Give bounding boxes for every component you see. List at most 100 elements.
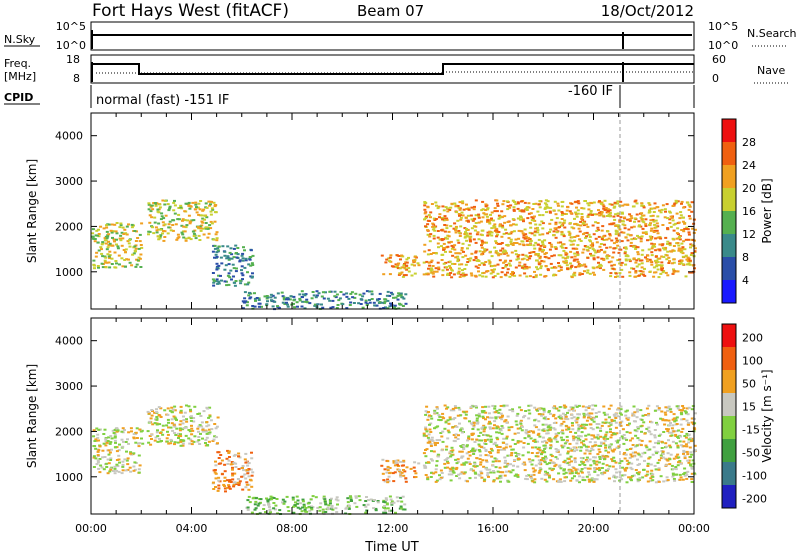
heatmap-cell [148, 214, 152, 217]
heatmap-cell [181, 442, 185, 445]
heatmap-cell [182, 415, 185, 418]
heatmap-cell [452, 434, 456, 436]
heatmap-cell [597, 209, 600, 212]
heatmap-cell [672, 467, 675, 470]
heatmap-cell [656, 232, 660, 235]
heatmap-cell [527, 435, 531, 438]
heatmap-cell [454, 458, 458, 461]
heatmap-cell [489, 438, 493, 441]
heatmap-cell [642, 206, 646, 209]
heatmap-cell [648, 238, 652, 241]
heatmap-cell [441, 216, 445, 219]
heatmap-cell [602, 205, 606, 208]
heatmap-cell [107, 436, 111, 439]
heatmap-cell [593, 273, 596, 276]
heatmap-cell [177, 218, 181, 221]
heatmap-cell [412, 466, 416, 469]
heatmap-cell [465, 232, 469, 235]
heatmap-cell [204, 430, 208, 433]
heatmap-cell [691, 239, 695, 241]
heatmap-cell [574, 419, 578, 422]
heatmap-cell [474, 225, 478, 228]
heatmap-cell [542, 407, 546, 410]
heatmap-cell [672, 269, 676, 272]
heatmap-cell [220, 459, 224, 462]
heatmap-cell [385, 471, 389, 474]
heatmap-cell [182, 419, 186, 422]
heatmap-cell [482, 424, 486, 427]
heatmap-cell [234, 280, 238, 282]
heatmap-cell [322, 511, 326, 514]
heatmap-cell [177, 236, 181, 239]
heatmap-cell [217, 476, 221, 479]
heatmap-cell [671, 249, 675, 252]
heatmap-cell [205, 216, 209, 219]
heatmap-cell [679, 423, 683, 426]
nave-trace [96, 71, 694, 74]
heatmap-cell [334, 498, 338, 501]
heatmap-cell [100, 243, 104, 246]
heatmap-cell [510, 230, 514, 233]
heatmap-cell [429, 269, 433, 272]
heatmap-cell [602, 268, 606, 271]
heatmap-cell [575, 215, 579, 218]
heatmap-cell [573, 475, 576, 478]
heatmap-cell [187, 236, 191, 239]
heatmap-cell [265, 303, 269, 306]
heatmap-cell [634, 270, 638, 273]
heatmap-cell [693, 247, 697, 250]
heatmap-cell [664, 406, 668, 409]
heatmap-cell [650, 251, 654, 254]
heatmap-cell [580, 468, 584, 470]
colorbar-segment [722, 485, 736, 509]
heatmap-cell [532, 203, 536, 205]
heatmap-cell [633, 445, 637, 448]
heatmap-cell [112, 238, 116, 241]
heatmap-cell [553, 405, 557, 408]
colorbar-segment [722, 393, 736, 417]
heatmap-cell [112, 470, 115, 472]
heatmap-cell [231, 474, 235, 477]
heatmap-cell [448, 209, 452, 211]
heatmap-cell [528, 231, 532, 234]
heatmap-cell [260, 305, 263, 308]
heatmap-cell [654, 481, 658, 484]
heatmap-cell [186, 219, 190, 222]
heatmap-cell [390, 509, 394, 512]
heatmap-cell [440, 435, 444, 438]
heatmap-cell [509, 273, 513, 275]
heatmap-cell [184, 239, 188, 242]
heatmap-cell [646, 414, 650, 417]
heatmap-cell [639, 240, 643, 243]
heatmap-cell [690, 466, 694, 469]
heatmap-cell [106, 246, 110, 249]
heatmap-cell [223, 268, 227, 271]
heatmap-cell [292, 505, 295, 508]
heatmap-cell [380, 254, 384, 257]
heatmap-cell [404, 302, 408, 305]
heatmap-cell [466, 228, 470, 231]
heatmap-cell [668, 444, 672, 447]
heatmap-cell [215, 268, 219, 271]
heatmap-cell [126, 438, 129, 441]
heatmap-cell [227, 450, 231, 453]
heatmap-cell [605, 464, 609, 467]
heatmap-cell [243, 266, 247, 269]
heatmap-cell [107, 255, 111, 258]
heatmap-cell [532, 276, 536, 279]
heatmap-cell [228, 456, 231, 458]
colorbar-segment [722, 370, 736, 394]
heatmap-cell [460, 428, 464, 431]
heatmap-cell [638, 224, 641, 227]
heatmap-cell [554, 432, 558, 435]
heatmap-cell [522, 461, 526, 464]
heatmap-cell [542, 444, 546, 447]
heatmap-cell [496, 449, 500, 452]
heatmap-cell [657, 407, 661, 410]
heatmap-cell [632, 267, 636, 270]
heatmap-cell [505, 437, 509, 440]
heatmap-cell [680, 259, 684, 262]
heatmap-cell [441, 274, 445, 277]
heatmap-cell [615, 475, 619, 478]
heatmap-cell [566, 439, 569, 442]
